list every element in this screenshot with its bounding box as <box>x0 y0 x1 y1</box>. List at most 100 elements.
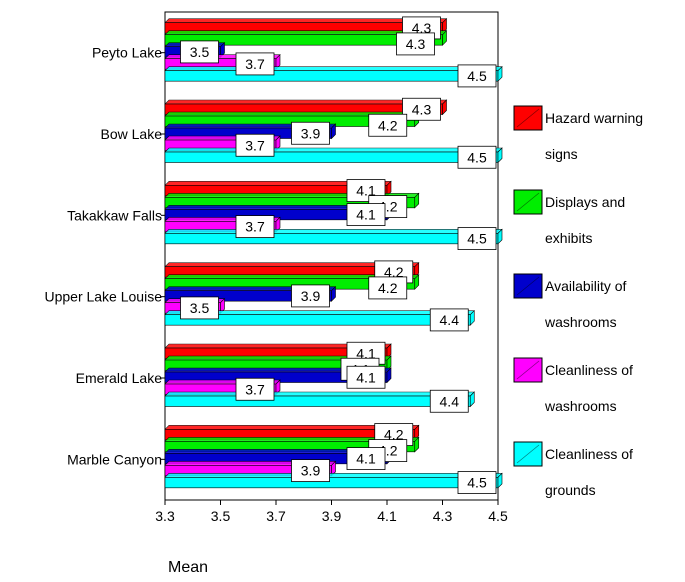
data-label-box-bow-lake-availability-of-washrooms <box>291 121 330 145</box>
x-axis-ticks: 3.3 3.5 3.7 3.9 4.1 4.3 4.5 <box>155 500 508 524</box>
bar-side-marble-canyon-cleanliness-of-grounds <box>497 472 503 489</box>
data-label-box-peyto-lake-cleanliness-of-washrooms <box>235 52 275 76</box>
legend-swatch-shade-hazard-warning-signs <box>516 108 540 128</box>
data-label-box-marble-canyon-cleanliness-of-grounds <box>457 471 497 494</box>
data-label-marble-canyon-availability-of-washrooms: 4.1 <box>356 451 376 467</box>
data-label-box-takakkaw-falls-availability-of-washrooms <box>346 203 386 226</box>
x-tick-label-3-7: 3.7 <box>266 508 286 524</box>
legend-item-hazard-warning-signs: Hazard warning signs <box>513 105 643 162</box>
data-label-box-emerald-lake-cleanliness-of-washrooms <box>235 377 275 401</box>
data-label-peyto-lake-cleanliness-of-washrooms: 3.7 <box>245 56 265 72</box>
bar-side-takakkaw-falls-cleanliness-of-grounds <box>497 228 503 245</box>
bar-side-upper-lake-louise-cleanliness-of-washrooms <box>220 297 225 314</box>
data-label-takakkaw-falls-hazard-warning-signs: 4.1 <box>356 183 376 199</box>
data-label-box-emerald-lake-cleanliness-of-grounds <box>429 389 469 413</box>
data-label-box-marble-canyon-availability-of-washrooms <box>346 447 386 470</box>
data-label-marble-canyon-cleanliness-of-washrooms: 3.9 <box>301 463 321 479</box>
legend-swatch-shade-displays-and-exhibits <box>516 192 540 212</box>
bar-side-peyto-lake-hazard-warning-signs <box>442 17 447 34</box>
data-label-box-upper-lake-louise-cleanliness-of-washrooms <box>180 296 219 320</box>
data-label-box-upper-lake-louise-cleanliness-of-grounds <box>429 308 469 332</box>
bar-side-upper-lake-louise-cleanliness-of-grounds <box>469 309 475 326</box>
data-label-box-upper-lake-louise-availability-of-washrooms <box>291 284 330 308</box>
data-label-emerald-lake-hazard-warning-signs: 4.1 <box>356 345 376 361</box>
category-label-marble-canyon: Marble Canyon <box>67 451 162 467</box>
bar-side-marble-canyon-cleanliness-of-washrooms <box>331 460 336 477</box>
data-label-upper-lake-louise-availability-of-washrooms: 3.9 <box>301 288 321 304</box>
legend-label-cleanliness-of-washrooms: Cleanliness of washrooms <box>544 362 633 414</box>
bar-side-peyto-lake-cleanliness-of-grounds <box>497 65 503 82</box>
legend: Hazard warning signs Displays and exhibits A… <box>513 105 643 498</box>
data-label-marble-canyon-hazard-warning-signs: 4.2 <box>384 427 404 443</box>
data-label-upper-lake-louise-hazard-warning-signs: 4.2 <box>384 264 404 280</box>
bar-side-upper-lake-louise-availability-of-washrooms <box>331 285 336 302</box>
legend-item-displays-and-exhibits: Displays and exhibits <box>513 189 625 246</box>
bars-layer <box>164 17 503 489</box>
bar-takakkaw-falls-cleanliness-of-grounds <box>164 233 499 245</box>
data-label-peyto-lake-displays-and-exhibits: 4.3 <box>406 36 426 52</box>
legend-item-cleanliness-of-washrooms: Cleanliness of washrooms <box>513 357 633 414</box>
data-label-box-takakkaw-falls-cleanliness-of-grounds <box>457 227 497 250</box>
bar-side-peyto-lake-displays-and-exhibits <box>442 29 447 46</box>
data-label-upper-lake-louise-cleanliness-of-washrooms: 3.5 <box>190 300 210 316</box>
legend-label-availability-of-washrooms: Availability of washrooms <box>544 278 627 330</box>
data-label-bow-lake-hazard-warning-signs: 4.3 <box>412 101 432 117</box>
category-label-emerald-lake: Emerald Lake <box>76 370 163 386</box>
plot-frame <box>164 11 499 501</box>
data-label-box-peyto-lake-availability-of-washrooms <box>180 40 219 64</box>
data-label-peyto-lake-availability-of-washrooms: 3.5 <box>190 44 210 60</box>
category-label-bow-lake: Bow Lake <box>101 126 163 142</box>
data-label-takakkaw-falls-cleanliness-of-grounds: 4.5 <box>467 231 487 247</box>
bar-side-emerald-lake-hazard-warning-signs <box>386 343 392 360</box>
x-tick-label-4-1: 4.1 <box>377 508 397 524</box>
bar-side-upper-lake-louise-displays-and-exhibits <box>414 273 420 290</box>
bar-side-takakkaw-falls-cleanliness-of-washrooms <box>275 216 281 233</box>
data-label-bow-lake-cleanliness-of-washrooms: 3.7 <box>245 137 265 153</box>
data-label-box-peyto-lake-displays-and-exhibits <box>396 32 435 56</box>
bar-peyto-lake-cleanliness-of-grounds <box>164 70 499 82</box>
bar-side-bow-lake-cleanliness-of-grounds <box>497 147 503 164</box>
data-label-emerald-lake-cleanliness-of-washrooms: 3.7 <box>245 381 265 397</box>
bar-side-bow-lake-cleanliness-of-washrooms <box>275 135 281 152</box>
bar-emerald-lake-cleanliness-of-grounds <box>164 395 471 407</box>
x-tick-label-4-3: 4.3 <box>433 508 453 524</box>
legend-swatch-shade-cleanliness-of-grounds <box>516 444 540 464</box>
x-axis-title: Mean <box>168 559 208 576</box>
legend-swatch-shade-cleanliness-of-washrooms <box>516 360 540 380</box>
bar-top-emerald-lake-cleanliness-of-grounds <box>164 391 475 397</box>
legend-swatch-shade-availability-of-washrooms <box>516 276 540 296</box>
bar-side-upper-lake-louise-hazard-warning-signs <box>414 261 420 278</box>
data-label-box-marble-canyon-cleanliness-of-washrooms <box>291 459 330 482</box>
data-label-bow-lake-availability-of-washrooms: 3.9 <box>301 125 321 141</box>
x-tick-label-3-3: 3.3 <box>155 508 175 524</box>
legend-label-hazard-warning-signs: Hazard warning signs <box>545 110 643 162</box>
data-label-box-bow-lake-cleanliness-of-washrooms <box>235 133 275 157</box>
bar-side-bow-lake-hazard-warning-signs <box>442 99 447 116</box>
data-labels-layer: 4.34.33.53.74.54.34.23.93.74.54.14.24.13… <box>180 16 497 494</box>
data-label-box-upper-lake-louise-displays-and-exhibits <box>368 276 408 300</box>
bar-side-takakkaw-falls-displays-and-exhibits <box>414 192 420 209</box>
data-label-peyto-lake-hazard-warning-signs: 4.3 <box>412 20 432 36</box>
bar-top-marble-canyon-cleanliness-of-grounds <box>164 473 503 478</box>
data-label-emerald-lake-cleanliness-of-grounds: 4.4 <box>440 393 460 409</box>
bar-top-bow-lake-cleanliness-of-grounds <box>164 147 503 153</box>
bar-side-marble-canyon-hazard-warning-signs <box>414 424 420 441</box>
bar-side-emerald-lake-cleanliness-of-grounds <box>469 391 475 408</box>
bar-side-emerald-lake-availability-of-washrooms <box>386 367 392 384</box>
data-label-bow-lake-displays-and-exhibits: 4.2 <box>378 117 398 133</box>
data-label-box-emerald-lake-availability-of-washrooms <box>346 365 386 389</box>
bar-side-peyto-lake-cleanliness-of-washrooms <box>275 53 281 70</box>
data-label-peyto-lake-cleanliness-of-grounds: 4.5 <box>467 68 487 84</box>
x-tick-label-4-5: 4.5 <box>488 508 508 524</box>
data-label-takakkaw-falls-availability-of-washrooms: 4.1 <box>356 207 376 223</box>
bar-bow-lake-cleanliness-of-grounds <box>164 151 499 163</box>
data-label-box-bow-lake-cleanliness-of-grounds <box>457 145 497 169</box>
bar-side-emerald-lake-displays-and-exhibits <box>386 355 392 372</box>
bar-top-takakkaw-falls-cleanliness-of-grounds <box>164 229 503 234</box>
legend-label-cleanliness-of-grounds: Cleanliness of grounds <box>545 446 633 498</box>
legend-item-availability-of-washrooms: Availability of washrooms <box>513 273 627 330</box>
data-label-bow-lake-cleanliness-of-grounds: 4.5 <box>467 149 487 165</box>
data-label-box-takakkaw-falls-cleanliness-of-washrooms <box>235 215 275 238</box>
bar-side-peyto-lake-availability-of-washrooms <box>220 41 225 58</box>
